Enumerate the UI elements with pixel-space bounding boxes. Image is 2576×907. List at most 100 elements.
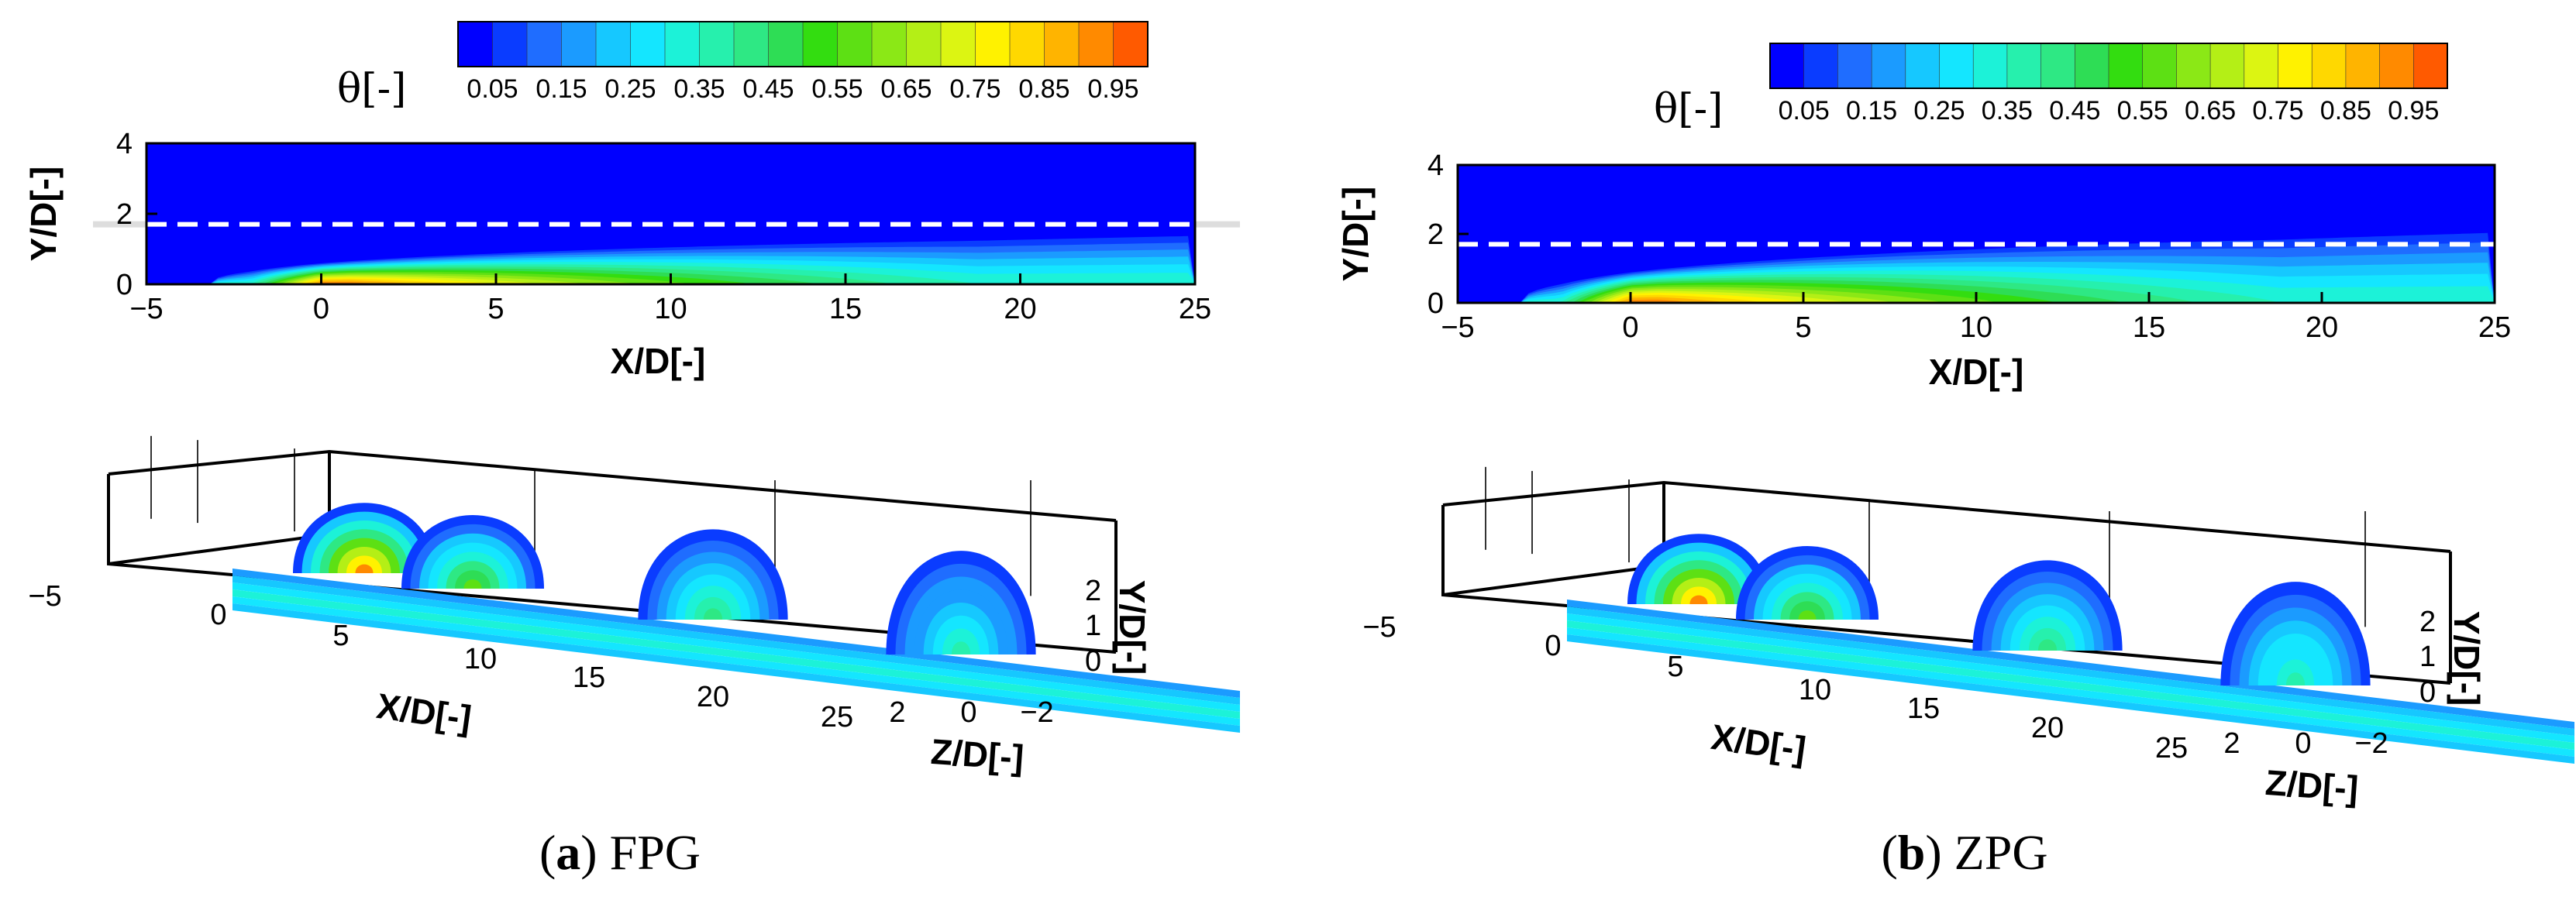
- jet-film-band: [232, 589, 1240, 719]
- caption-a-name: FPG: [610, 825, 701, 880]
- colorbar-swatch: [1939, 43, 1975, 89]
- colorbar-swatch: [2209, 43, 2245, 89]
- colorbar-swatch: [906, 21, 942, 67]
- top-view-b-y-ticks: 0 2 4: [1427, 149, 1469, 320]
- y3d-axis-label: Y/D[-]: [2447, 611, 2487, 706]
- colorbar-swatch: [837, 21, 873, 67]
- y3d-tick-label: 2: [2419, 606, 2436, 638]
- colorbar-swatch: [975, 21, 1011, 67]
- x-tick-label: 15: [2133, 311, 2165, 344]
- x-tick-label: 0: [313, 293, 329, 325]
- caption-a-label: a: [556, 825, 580, 880]
- top-view-a-ylabel: Y/D[-]: [23, 167, 64, 262]
- colorbar-swatch: [1837, 43, 1872, 89]
- box-edge: [108, 449, 1117, 522]
- y3d-axis-label: Y/D[-]: [1112, 580, 1152, 675]
- y-tick-label: 2: [1427, 218, 1444, 251]
- x-tick-label: 25: [2478, 311, 2511, 344]
- colorbar-swatch: [2075, 43, 2109, 89]
- colorbar-tick-label: 0.15: [1846, 96, 1897, 125]
- caption-b: (b) ZPG: [1881, 825, 2047, 880]
- jet-film-band: [1567, 634, 2574, 764]
- x-tick-label: 5: [487, 293, 504, 325]
- x3d-tick-label: 15: [1907, 692, 1940, 725]
- x3d-tick-label: 25: [821, 701, 853, 734]
- top-view-b-x-ticks: −5 0 5 10 15 20 25: [1441, 292, 2511, 344]
- colorbar-a-swatches: [457, 21, 1149, 67]
- colorbar-swatch: [1871, 43, 1906, 89]
- jet-film-band: [232, 575, 1240, 705]
- top-view-a-x-ticks: −5 0 5 10 15 20 25: [129, 273, 1211, 325]
- y-tick-label: 0: [116, 269, 133, 301]
- x3d-tick-label: −5: [1362, 611, 1396, 644]
- colorbar-swatch: [457, 21, 494, 67]
- x3d-tick-label: 20: [697, 681, 729, 713]
- y-tick-label: 2: [116, 198, 133, 231]
- colorbar-tick-label: 0.95: [2388, 96, 2439, 125]
- z3d-axis-label: Z/D[-]: [2264, 762, 2359, 809]
- x3d-axis-label: X/D[-]: [1709, 716, 1809, 770]
- x-tick-label: −5: [129, 293, 163, 325]
- x-tick-label: 20: [2306, 311, 2338, 344]
- x-tick-label: 15: [829, 293, 862, 325]
- slice-contour: [703, 608, 723, 620]
- slice-contour: [694, 596, 732, 620]
- colorbar-swatch: [1972, 43, 2008, 89]
- z3d-tick-label: −2: [2354, 727, 2388, 760]
- slice-contour: [2028, 627, 2067, 651]
- colorbar-a-frame: [457, 21, 1149, 67]
- colorbar-swatch: [1803, 43, 1839, 89]
- colorbar-tick-label: 0.35: [1982, 96, 2033, 125]
- slice-contour: [951, 641, 971, 654]
- x-tick-label: 10: [1960, 311, 1992, 344]
- x3d-tick-label: 0: [210, 599, 226, 631]
- colorbar-swatch: [492, 21, 528, 67]
- x3d-tick-label: 10: [464, 643, 497, 675]
- colorbar-swatch: [1113, 21, 1149, 67]
- slice-contour: [463, 579, 482, 589]
- x3d-tick-label: 25: [2155, 732, 2188, 764]
- colorbar-swatch: [664, 21, 701, 67]
- caption-b-label: b: [1898, 825, 1926, 880]
- colorbar-tick-label: 0.25: [1913, 96, 1965, 125]
- colorbar-swatch: [2278, 43, 2313, 89]
- jet-film-band: [1567, 606, 2574, 736]
- jet-film-band: [1567, 620, 2574, 750]
- colorbar-b: θ[-] 0.05 0.15 0.25 0.35 0.45 0.55 0.65 0.75 0.8…: [1654, 43, 2448, 132]
- colorbar-b-label: θ[-]: [1654, 86, 1723, 132]
- z3d-tick-label: 2: [2223, 727, 2240, 760]
- box-edge: [1442, 564, 1665, 596]
- colorbar-swatch: [699, 21, 735, 67]
- colorbar-swatch: [595, 21, 632, 67]
- x3d-tick-label: 5: [332, 620, 349, 652]
- jet-film-band: [1567, 613, 2574, 743]
- top-view-a-xlabel: X/D[-]: [611, 341, 706, 381]
- colorbar-swatch: [2006, 43, 2042, 89]
- colorbar-b-ticks: 0.05 0.15 0.25 0.35 0.45 0.55 0.65 0.75 0.85 0.95: [1779, 96, 2440, 125]
- colorbar-a-ticks: 0.05 0.15 0.25 0.35 0.45 0.55 0.65 0.75 0.85 0.95: [467, 74, 1138, 104]
- top-view-b-contours: [1520, 224, 2495, 303]
- colorbar-swatch: [871, 21, 907, 67]
- y3d-tick-label: 0: [2419, 676, 2436, 709]
- colorbar-swatch: [2244, 43, 2279, 89]
- colorbar-tick-label: 0.25: [604, 74, 656, 104]
- y-tick-label: 4: [116, 128, 133, 160]
- panel-a: θ[-] 0.05 0.15 0.25 0.35 0.45 0.55 0.65 0.75 0.8…: [23, 21, 1240, 880]
- jet-film-band: [232, 569, 1240, 698]
- colorbar-swatch: [561, 21, 597, 67]
- colorbar-a-label: θ[-]: [337, 66, 406, 112]
- x-tick-label: 5: [1795, 311, 1811, 344]
- colorbar-swatch: [2413, 43, 2448, 89]
- jet-film-band: [232, 596, 1240, 726]
- top-view-b-ylabel: Y/D[-]: [1335, 187, 1376, 282]
- colorbar-b-swatches: [1769, 43, 2448, 89]
- colorbar-tick-label: 0.55: [2117, 96, 2168, 125]
- colorbar-a: θ[-] 0.05 0.15 0.25 0.35 0.45 0.55 0.65 0.75 0.8…: [337, 21, 1149, 112]
- top-view-b: −5 0 5 10 15 20 25 024 X/D[-] Y/D[-]: [1335, 149, 2511, 392]
- colorbar-swatch: [1044, 21, 1080, 67]
- y-tick-label: 0: [1427, 287, 1444, 320]
- colorbar-tick-label: 0.65: [880, 74, 932, 104]
- colorbar-swatch: [2345, 43, 2381, 89]
- x-tick-label: −5: [1441, 311, 1474, 344]
